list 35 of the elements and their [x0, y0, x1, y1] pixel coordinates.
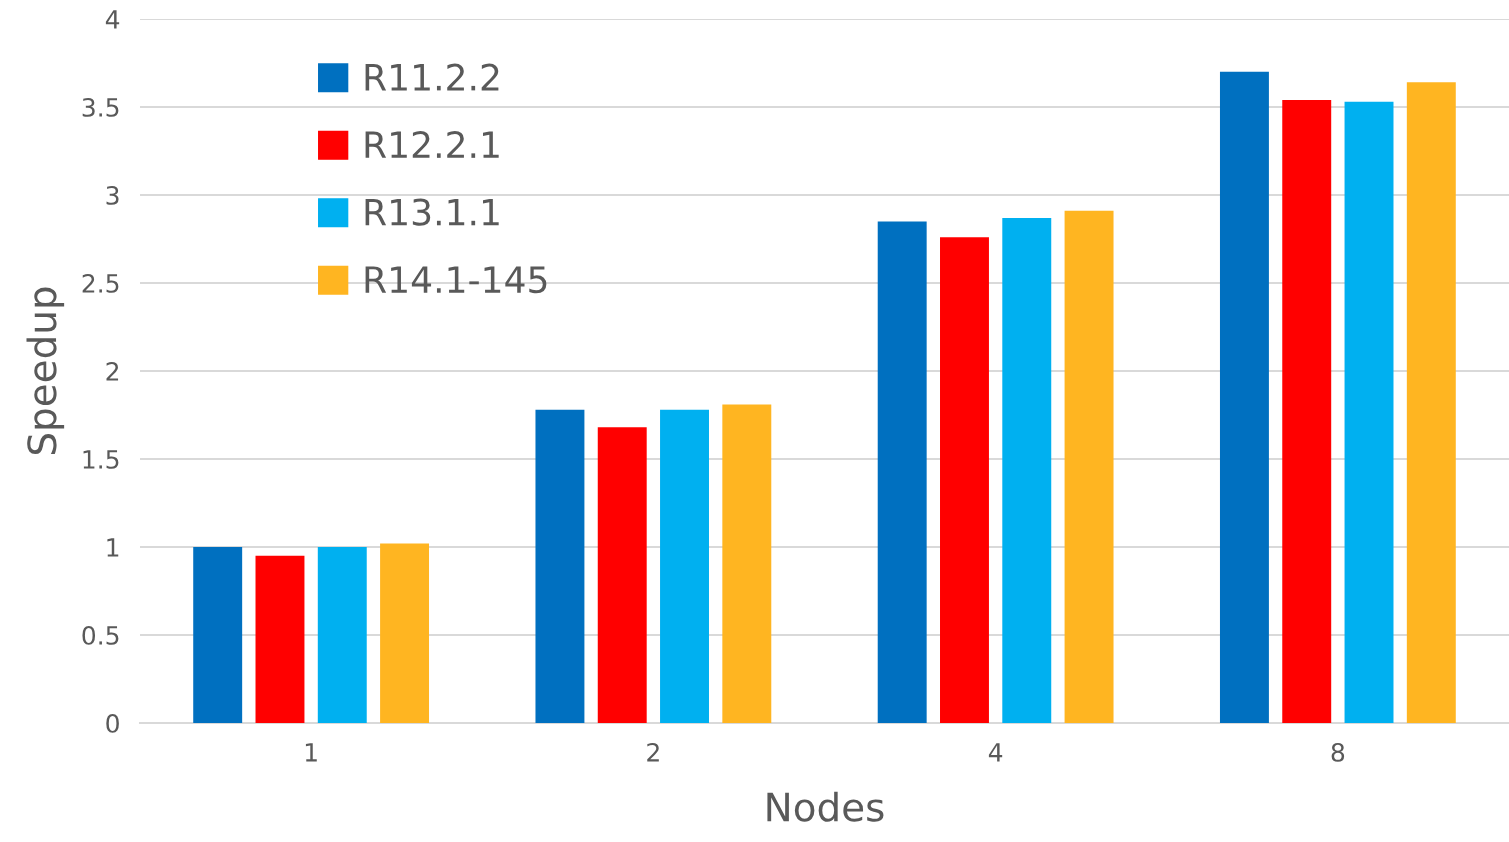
y-tick-label: 1.5: [83, 450, 119, 469]
legend-label: R11.2.2: [365, 63, 499, 91]
bar: [317, 547, 367, 723]
bar: [380, 543, 430, 723]
bar: [660, 409, 709, 723]
bar: [255, 555, 305, 723]
legend-label: R13.1.1: [365, 198, 499, 226]
x-tick-label: 4: [988, 743, 1003, 762]
bar: [193, 547, 243, 723]
y-axis-title: Speedup: [26, 287, 65, 455]
bar: [877, 221, 927, 723]
y-tick-label: 4: [105, 10, 120, 29]
bar: [722, 404, 772, 723]
y-tick-label: 2: [106, 361, 119, 381]
bar: [940, 237, 989, 723]
y-tick-label: 1: [107, 538, 119, 557]
bar: [535, 409, 585, 723]
x-tick-label: 8: [1331, 742, 1345, 762]
legend-label: R14.1-145: [365, 266, 547, 294]
bar: [1282, 99, 1332, 723]
bar: [1344, 101, 1394, 723]
bar: [1002, 217, 1052, 723]
bar: [1219, 71, 1269, 723]
legend-label: R12.2.1: [365, 131, 499, 158]
bar: [1406, 82, 1456, 723]
x-tick-label: 2: [647, 742, 659, 762]
x-tick-label: 1: [305, 743, 317, 762]
bar: [597, 427, 647, 723]
y-tick-label: 3: [106, 185, 119, 205]
x-axis-title: Nodes: [767, 791, 884, 822]
y-tick-label: 2.5: [82, 273, 119, 293]
y-tick-label: 0: [106, 713, 119, 733]
bar: [1064, 210, 1114, 723]
y-tick-label: 0.5: [82, 625, 119, 645]
y-tick-label: 3.5: [82, 97, 119, 117]
